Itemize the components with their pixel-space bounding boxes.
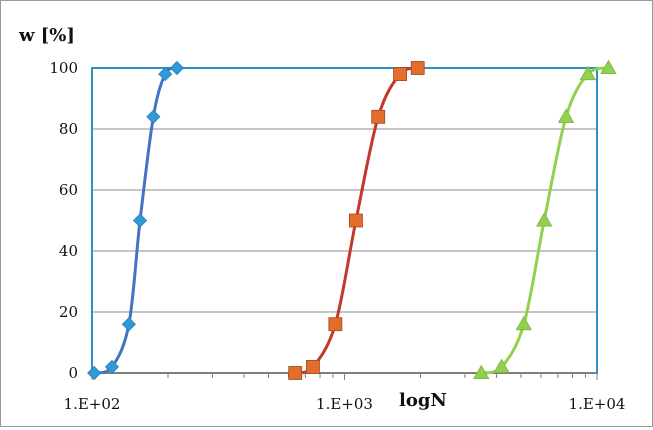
series-1-point-5	[146, 109, 161, 124]
series-2-point-2	[306, 359, 320, 374]
series-2-point-5	[371, 109, 386, 124]
y-axis-title: w [%]	[18, 25, 75, 46]
x-axis-title: logN	[399, 390, 447, 411]
series-3-point-5	[557, 108, 575, 123]
x-tick-label-2: 1.E+04	[569, 395, 626, 413]
x-tick-labels: 1.E+02 1.E+03 1.E+04	[64, 395, 626, 413]
series-3-point-7	[600, 59, 617, 75]
series-2-point-4	[349, 213, 363, 228]
series-3-point-6	[579, 65, 597, 81]
y-tick-label-20: 20	[59, 303, 78, 321]
series-1-point-4	[132, 213, 148, 228]
x-minor-ticks	[91, 372, 598, 380]
series-3-point-2	[493, 358, 510, 373]
series-1-point-2	[104, 359, 120, 374]
y-tick-label-40: 40	[59, 242, 78, 260]
y-tick-label-80: 80	[59, 120, 78, 138]
x-tick-label-1: 1.E+03	[316, 395, 373, 413]
series-1-point-3	[121, 317, 136, 332]
series-1	[87, 60, 185, 381]
y-tick-label-60: 60	[59, 181, 78, 199]
series-2	[288, 61, 425, 380]
series-2-point-6	[393, 67, 407, 81]
series-1-point-7	[169, 60, 185, 76]
series-1-point-1	[87, 365, 102, 381]
x-tick-label-0: 1.E+02	[64, 395, 121, 413]
series-layer	[87, 59, 617, 381]
series-1-point-6	[158, 67, 173, 82]
grid-lines	[92, 128, 597, 313]
series-3	[473, 59, 617, 380]
series-2-point-1	[288, 366, 303, 380]
y-tick-label-100: 100	[49, 59, 78, 77]
series-3-point-3	[515, 315, 532, 331]
y-tick-label-0: 0	[68, 364, 78, 382]
series-2-point-7	[410, 61, 425, 75]
series-2-point-3	[328, 317, 343, 332]
series-3-point-1	[473, 364, 490, 380]
y-tick-labels: 0 20 40 60 80 100	[49, 59, 78, 382]
series-3-point-4	[536, 212, 553, 227]
